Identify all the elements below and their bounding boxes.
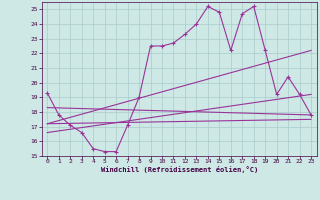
X-axis label: Windchill (Refroidissement éolien,°C): Windchill (Refroidissement éolien,°C) bbox=[100, 166, 258, 173]
